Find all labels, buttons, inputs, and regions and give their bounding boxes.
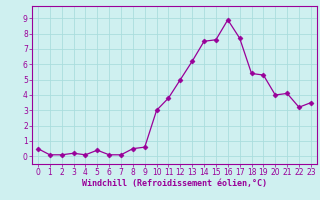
X-axis label: Windchill (Refroidissement éolien,°C): Windchill (Refroidissement éolien,°C) [82, 179, 267, 188]
